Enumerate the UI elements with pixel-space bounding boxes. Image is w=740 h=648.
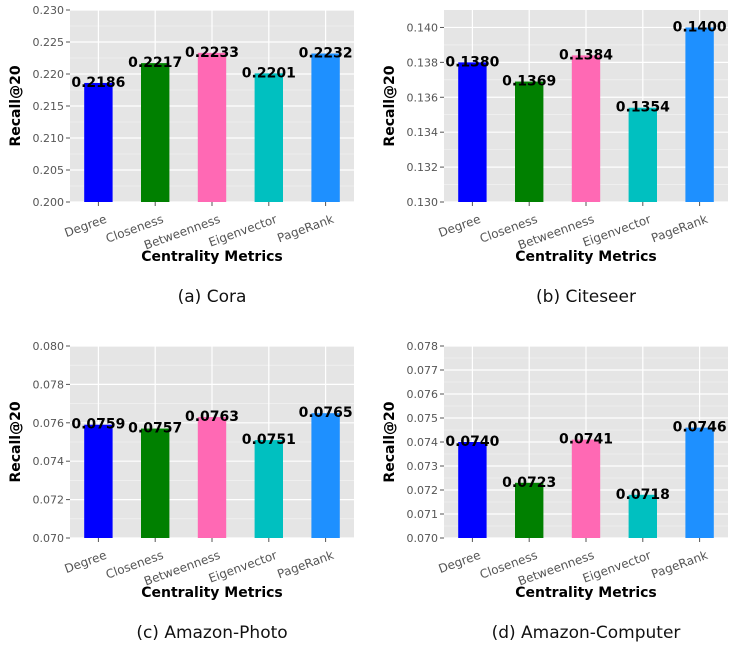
x-tick-label: Degree: [63, 212, 109, 240]
bar-value-label: 0.0757: [128, 421, 182, 437]
bar-value-label: 0.1380: [445, 54, 499, 70]
y-tick-label: 0.076: [33, 417, 65, 430]
chart-caption: (b) Citeseer: [536, 287, 636, 307]
y-tick-label: 0.072: [33, 494, 65, 507]
y-tick-label: 0.220: [33, 68, 65, 81]
y-tick-label: 0.205: [33, 164, 65, 177]
x-axis-label: Centrality Metrics: [141, 249, 283, 265]
y-tick-label: 0.072: [407, 484, 439, 497]
y-tick-label: 0.225: [33, 36, 65, 49]
bar-value-label: 0.2232: [299, 46, 353, 62]
x-tick-label: Degree: [437, 548, 483, 576]
bar: [571, 439, 601, 538]
x-tick-label: PageRank: [275, 212, 335, 245]
y-tick-label: 0.071: [407, 508, 439, 521]
y-tick-label: 0.078: [407, 340, 439, 353]
bar-value-label: 0.1384: [559, 47, 613, 63]
y-tick-label: 0.215: [33, 100, 65, 113]
chart-caption: (c) Amazon-Photo: [136, 623, 287, 643]
bar: [84, 424, 113, 538]
bar: [628, 107, 657, 202]
chart-caption: (d) Amazon-Computer: [492, 623, 681, 643]
y-tick-label: 0.078: [33, 378, 65, 391]
y-axis-label: Recall@20: [382, 65, 398, 146]
x-tick-label: Degree: [437, 212, 483, 240]
bar-value-label: 0.0765: [299, 405, 353, 421]
x-axis-label: Centrality Metrics: [141, 585, 283, 601]
y-tick-label: 0.080: [33, 340, 65, 353]
chart-caption: (a) Cora: [178, 287, 247, 307]
chart-panel: 0.070 0.071 0.072 0.073 0.074 0.075 0.076 0.077…: [382, 340, 728, 643]
bar: [197, 417, 227, 538]
y-tick-label: 0.077: [407, 364, 439, 377]
bar: [685, 27, 714, 203]
y-tick-label: 0.070: [407, 532, 439, 545]
y-tick-label: 0.074: [407, 436, 439, 449]
y-tick-label: 0.130: [407, 196, 439, 209]
y-tick-label: 0.073: [407, 460, 439, 473]
y-tick-label: 0.136: [407, 91, 439, 104]
bar-value-label: 0.2233: [185, 45, 239, 61]
x-tick-label: PageRank: [649, 212, 709, 245]
y-tick-label: 0.070: [33, 532, 65, 545]
y-tick-label: 0.200: [33, 196, 65, 209]
bar-value-label: 0.1354: [616, 100, 670, 116]
bar-value-label: 0.0723: [502, 475, 556, 491]
bar-value-label: 0.0741: [559, 432, 613, 448]
chart-panel: 0.070 0.072 0.074 0.076 0.078 0.080 0.0759 Degr…: [8, 340, 354, 643]
bar-value-label: 0.2201: [242, 65, 296, 81]
bar: [458, 442, 487, 538]
bar-value-label: 0.2217: [128, 55, 182, 71]
bar: [254, 73, 283, 202]
bar-value-label: 0.1369: [502, 74, 556, 90]
x-tick-label: Degree: [63, 548, 109, 576]
bar: [628, 494, 657, 538]
bar: [254, 440, 283, 538]
bar-value-label: 0.0718: [616, 487, 670, 503]
bar-value-label: 0.0763: [185, 409, 239, 425]
bar: [141, 63, 170, 203]
y-tick-label: 0.075: [407, 412, 439, 425]
y-tick-label: 0.230: [33, 4, 65, 17]
y-tick-label: 0.140: [407, 21, 439, 34]
bar-value-label: 0.1400: [673, 19, 727, 35]
y-axis-label: Recall@20: [382, 401, 398, 482]
bar-value-label: 0.0746: [673, 420, 727, 436]
x-axis-label: Centrality Metrics: [515, 585, 657, 601]
chart-panel: 0.200 0.205 0.210 0.215 0.220 0.225 0.230 0.218…: [8, 4, 354, 307]
y-axis-label: Recall@20: [8, 401, 24, 482]
y-tick-label: 0.074: [33, 455, 65, 468]
y-tick-label: 0.076: [407, 388, 439, 401]
y-tick-label: 0.138: [407, 56, 439, 69]
y-tick-label: 0.210: [33, 132, 65, 145]
bar: [685, 427, 714, 538]
x-tick-label: PageRank: [649, 548, 709, 581]
x-axis-label: Centrality Metrics: [515, 249, 657, 265]
y-tick-label: 0.132: [407, 161, 439, 174]
x-tick-label: PageRank: [275, 548, 335, 581]
bar: [197, 52, 227, 202]
bar: [515, 482, 544, 538]
bar-value-label: 0.2186: [71, 75, 125, 91]
y-axis-label: Recall@20: [8, 65, 24, 146]
bar: [515, 81, 544, 202]
bar: [84, 82, 113, 202]
bar: [571, 55, 601, 202]
bar: [311, 413, 340, 538]
bar-value-label: 0.0740: [445, 434, 499, 450]
bar: [141, 428, 170, 538]
bar-value-label: 0.0759: [71, 417, 125, 433]
chart-panel: 0.130 0.132 0.134 0.136 0.138 0.140 0.1380 Degr…: [382, 10, 728, 307]
bar: [458, 62, 487, 203]
y-tick-label: 0.134: [407, 126, 439, 139]
bar-value-label: 0.0751: [242, 432, 296, 448]
bar: [311, 53, 340, 202]
